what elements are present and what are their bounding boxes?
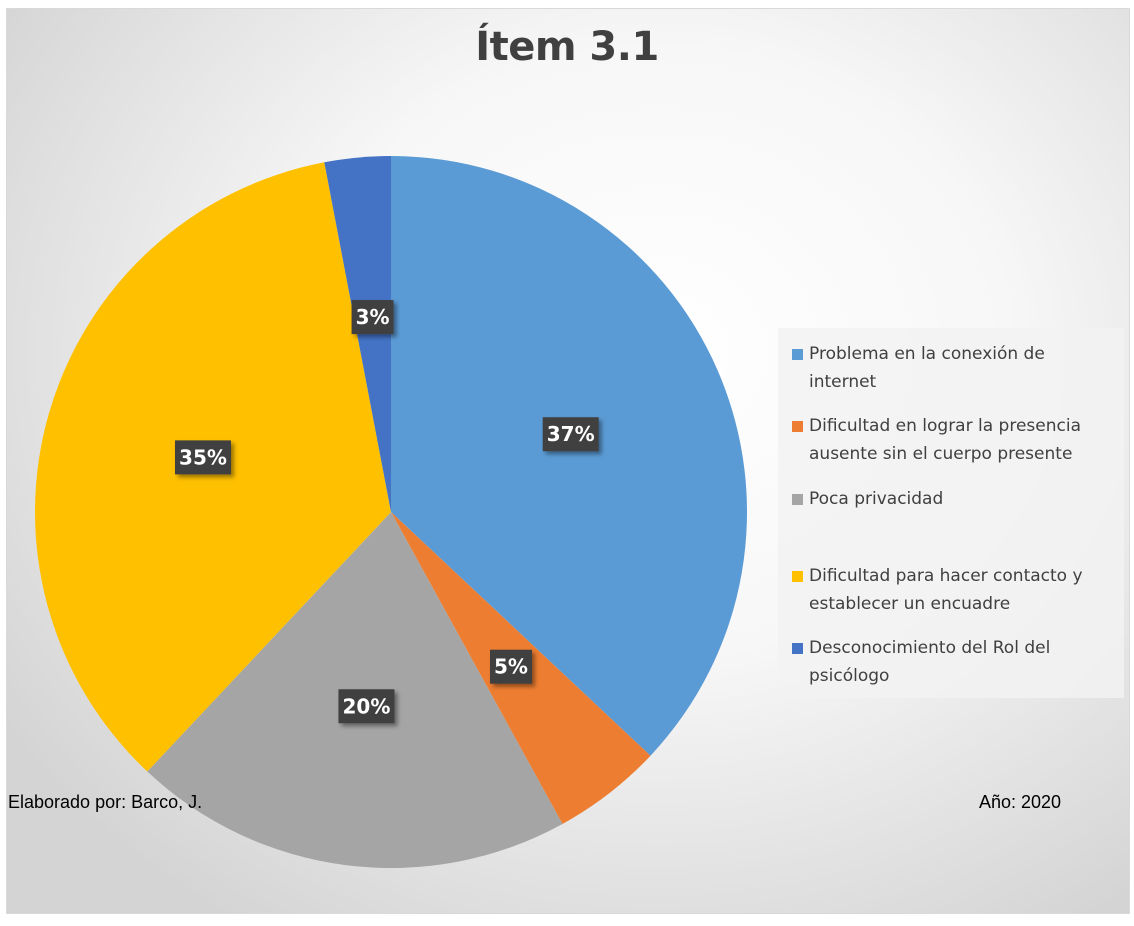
- data-label-text: 37%: [547, 422, 595, 446]
- legend-item: Dificultad en lograr la presencia ausent…: [792, 412, 1117, 468]
- legend-label: Problema en la conexión de: [809, 344, 1045, 364]
- legend-label: Dificultad en lograr la presencia: [809, 416, 1081, 436]
- data-label: 3%: [351, 300, 394, 335]
- data-label-text: 3%: [356, 305, 390, 329]
- legend-item: Problema en la conexión de internet: [792, 340, 1117, 396]
- legend-swatch: [792, 349, 803, 360]
- data-label-box: [174, 440, 231, 475]
- legend: Problema en la conexión de internet Difi…: [778, 328, 1124, 698]
- legend-swatch: [792, 571, 803, 582]
- legend-item: Poca privacidad: [792, 485, 1117, 513]
- legend-label: Desconocimiento del Rol del: [809, 638, 1051, 658]
- data-label-box: [338, 689, 395, 724]
- legend-label: internet: [809, 372, 877, 392]
- legend-label: Poca privacidad: [809, 489, 944, 509]
- slice-internet-connection: [391, 156, 747, 756]
- year-note: Año: 2020: [979, 792, 1062, 812]
- data-label-text: 35%: [179, 445, 227, 469]
- data-label: 35%: [174, 440, 231, 475]
- chart-title: Ítem 3.1: [475, 24, 659, 70]
- data-label-text: 5%: [494, 655, 528, 679]
- legend-swatch: [792, 494, 803, 505]
- legend-item: Dificultad para hacer contacto y estable…: [792, 562, 1117, 618]
- data-label: 37%: [542, 417, 599, 452]
- legend-label: Dificultad para hacer contacto y: [809, 566, 1083, 586]
- legend-label: establecer un encuadre: [809, 594, 1011, 614]
- data-label-box: [490, 649, 533, 684]
- data-label-box: [351, 300, 394, 335]
- data-label-text: 20%: [343, 694, 391, 718]
- legend-label: psicólogo: [809, 666, 890, 686]
- author-note: Elaborado por: Barco, J.: [8, 792, 203, 812]
- legend-label: ausente sin el cuerpo presente: [809, 444, 1073, 464]
- legend-swatch: [792, 421, 803, 432]
- legend-swatch: [792, 643, 803, 654]
- data-label: 5%: [490, 649, 533, 684]
- legend-item: Desconocimiento del Rol del psicólogo: [792, 634, 1117, 690]
- data-label-box: [542, 417, 599, 452]
- data-label: 20%: [338, 689, 395, 724]
